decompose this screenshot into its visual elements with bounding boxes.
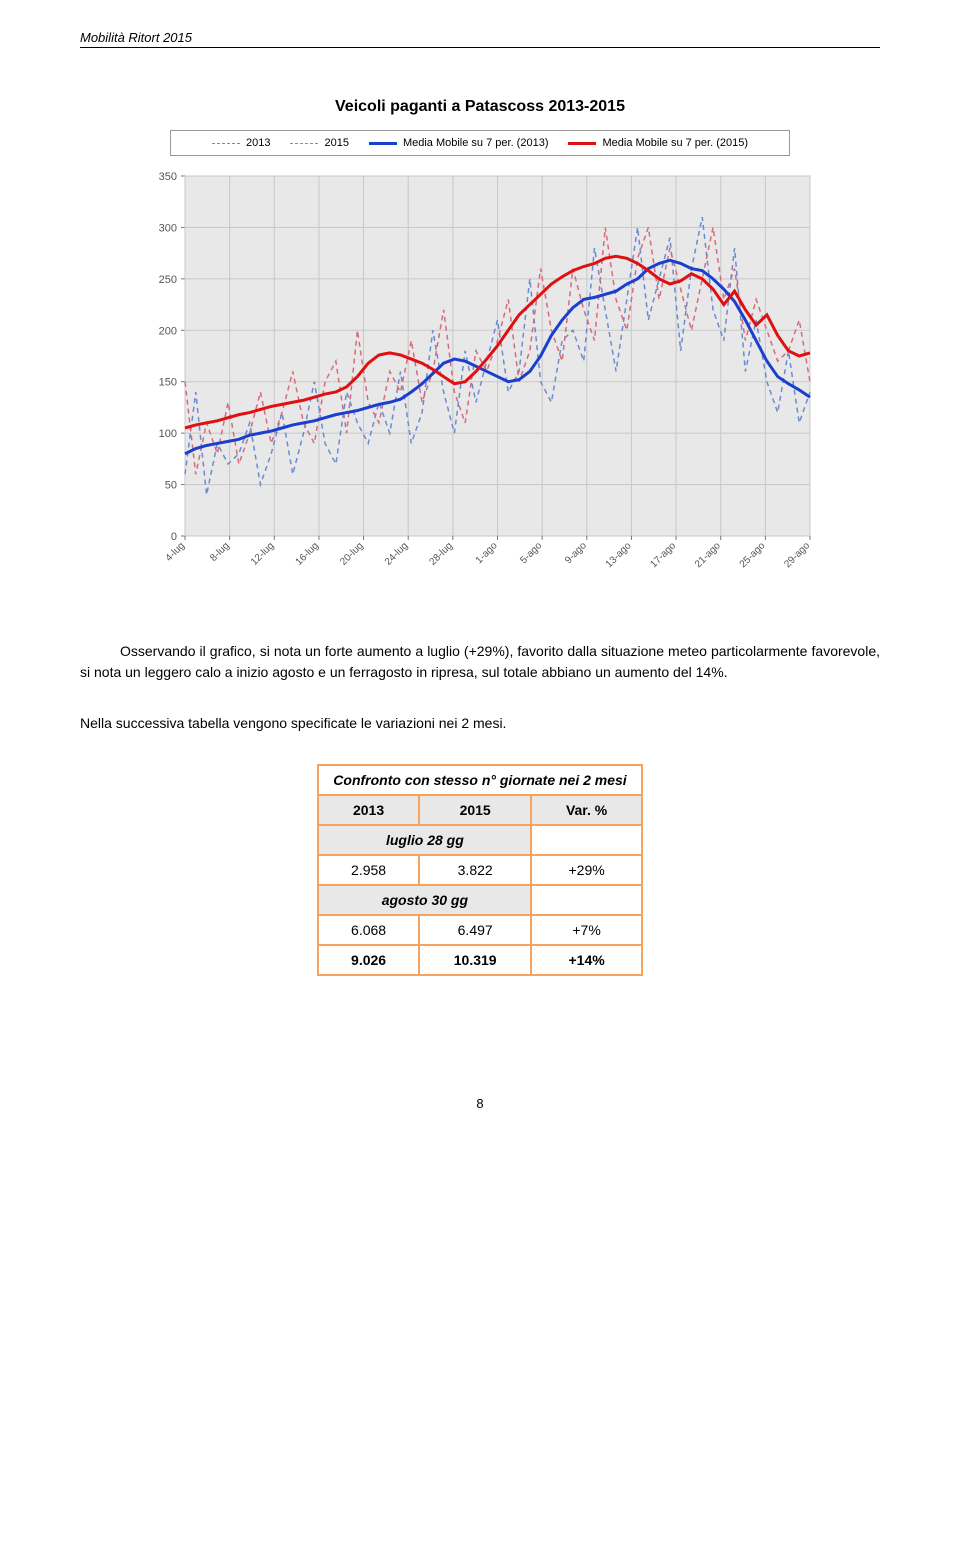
svg-text:50: 50: [165, 480, 177, 492]
legend-item: 2015: [290, 137, 348, 149]
svg-text:16-lug: 16-lug: [294, 540, 321, 567]
svg-text:4-lug: 4-lug: [164, 540, 188, 564]
svg-text:1-ago: 1-ago: [474, 540, 500, 566]
table-col-header: 2013: [318, 795, 419, 825]
svg-text:13-ago: 13-ago: [604, 540, 634, 570]
svg-text:5-ago: 5-ago: [518, 540, 544, 566]
line-chart: 0 50 100 150 200 250 300 350 4-lug 8-lug 12-lug 16-…: [140, 166, 820, 586]
svg-text:17-ago: 17-ago: [648, 540, 678, 570]
table-cell: 3.822: [419, 855, 532, 885]
table-col-header: Var. %: [531, 795, 641, 825]
svg-text:150: 150: [159, 377, 177, 389]
svg-text:25-ago: 25-ago: [738, 540, 768, 570]
svg-text:20-lug: 20-lug: [338, 540, 365, 567]
table-title: Confronto con stesso n° giornate nei 2 m…: [318, 765, 641, 795]
table-total-cell: 9.026: [318, 945, 419, 975]
svg-text:100: 100: [159, 428, 177, 440]
table-col-header: 2015: [419, 795, 532, 825]
table-cell: +29%: [531, 855, 641, 885]
legend-item: Media Mobile su 7 per. (2013): [369, 137, 549, 149]
table-row-header: luglio 28 gg: [318, 825, 531, 855]
legend-item: Media Mobile su 7 per. (2015): [568, 137, 748, 149]
svg-text:24-lug: 24-lug: [383, 540, 410, 567]
svg-text:300: 300: [159, 222, 177, 234]
legend-item: 2013: [212, 137, 270, 149]
table-row-header: agosto 30 gg: [318, 885, 531, 915]
chart-legend: 2013 2015 Media Mobile su 7 per. (2013) Med…: [170, 130, 790, 156]
svg-text:9-ago: 9-ago: [563, 540, 589, 566]
svg-text:28-lug: 28-lug: [428, 540, 455, 567]
svg-text:350: 350: [159, 171, 177, 183]
table-cell: 6.497: [419, 915, 532, 945]
svg-text:250: 250: [159, 274, 177, 286]
paragraph-1: Osservando il grafico, si nota un forte …: [80, 641, 880, 683]
table-cell: +7%: [531, 915, 641, 945]
table-cell: 2.958: [318, 855, 419, 885]
svg-text:29-ago: 29-ago: [782, 540, 812, 570]
page-number: 8: [80, 1096, 880, 1111]
table-total-cell: +14%: [531, 945, 641, 975]
chart-title: Veicoli paganti a Patascoss 2013-2015: [80, 98, 880, 116]
svg-text:200: 200: [159, 325, 177, 337]
svg-text:21-ago: 21-ago: [693, 540, 723, 570]
table-cell: 6.068: [318, 915, 419, 945]
paragraph-2: Nella successiva tabella vengono specifi…: [80, 713, 880, 734]
svg-text:12-lug: 12-lug: [249, 540, 276, 567]
svg-text:0: 0: [171, 531, 177, 543]
table-total-cell: 10.319: [419, 945, 532, 975]
svg-text:8-lug: 8-lug: [208, 540, 232, 564]
comparison-table: Confronto con stesso n° giornate nei 2 m…: [317, 764, 642, 976]
page-header: Mobilità Ritort 2015: [80, 30, 880, 48]
